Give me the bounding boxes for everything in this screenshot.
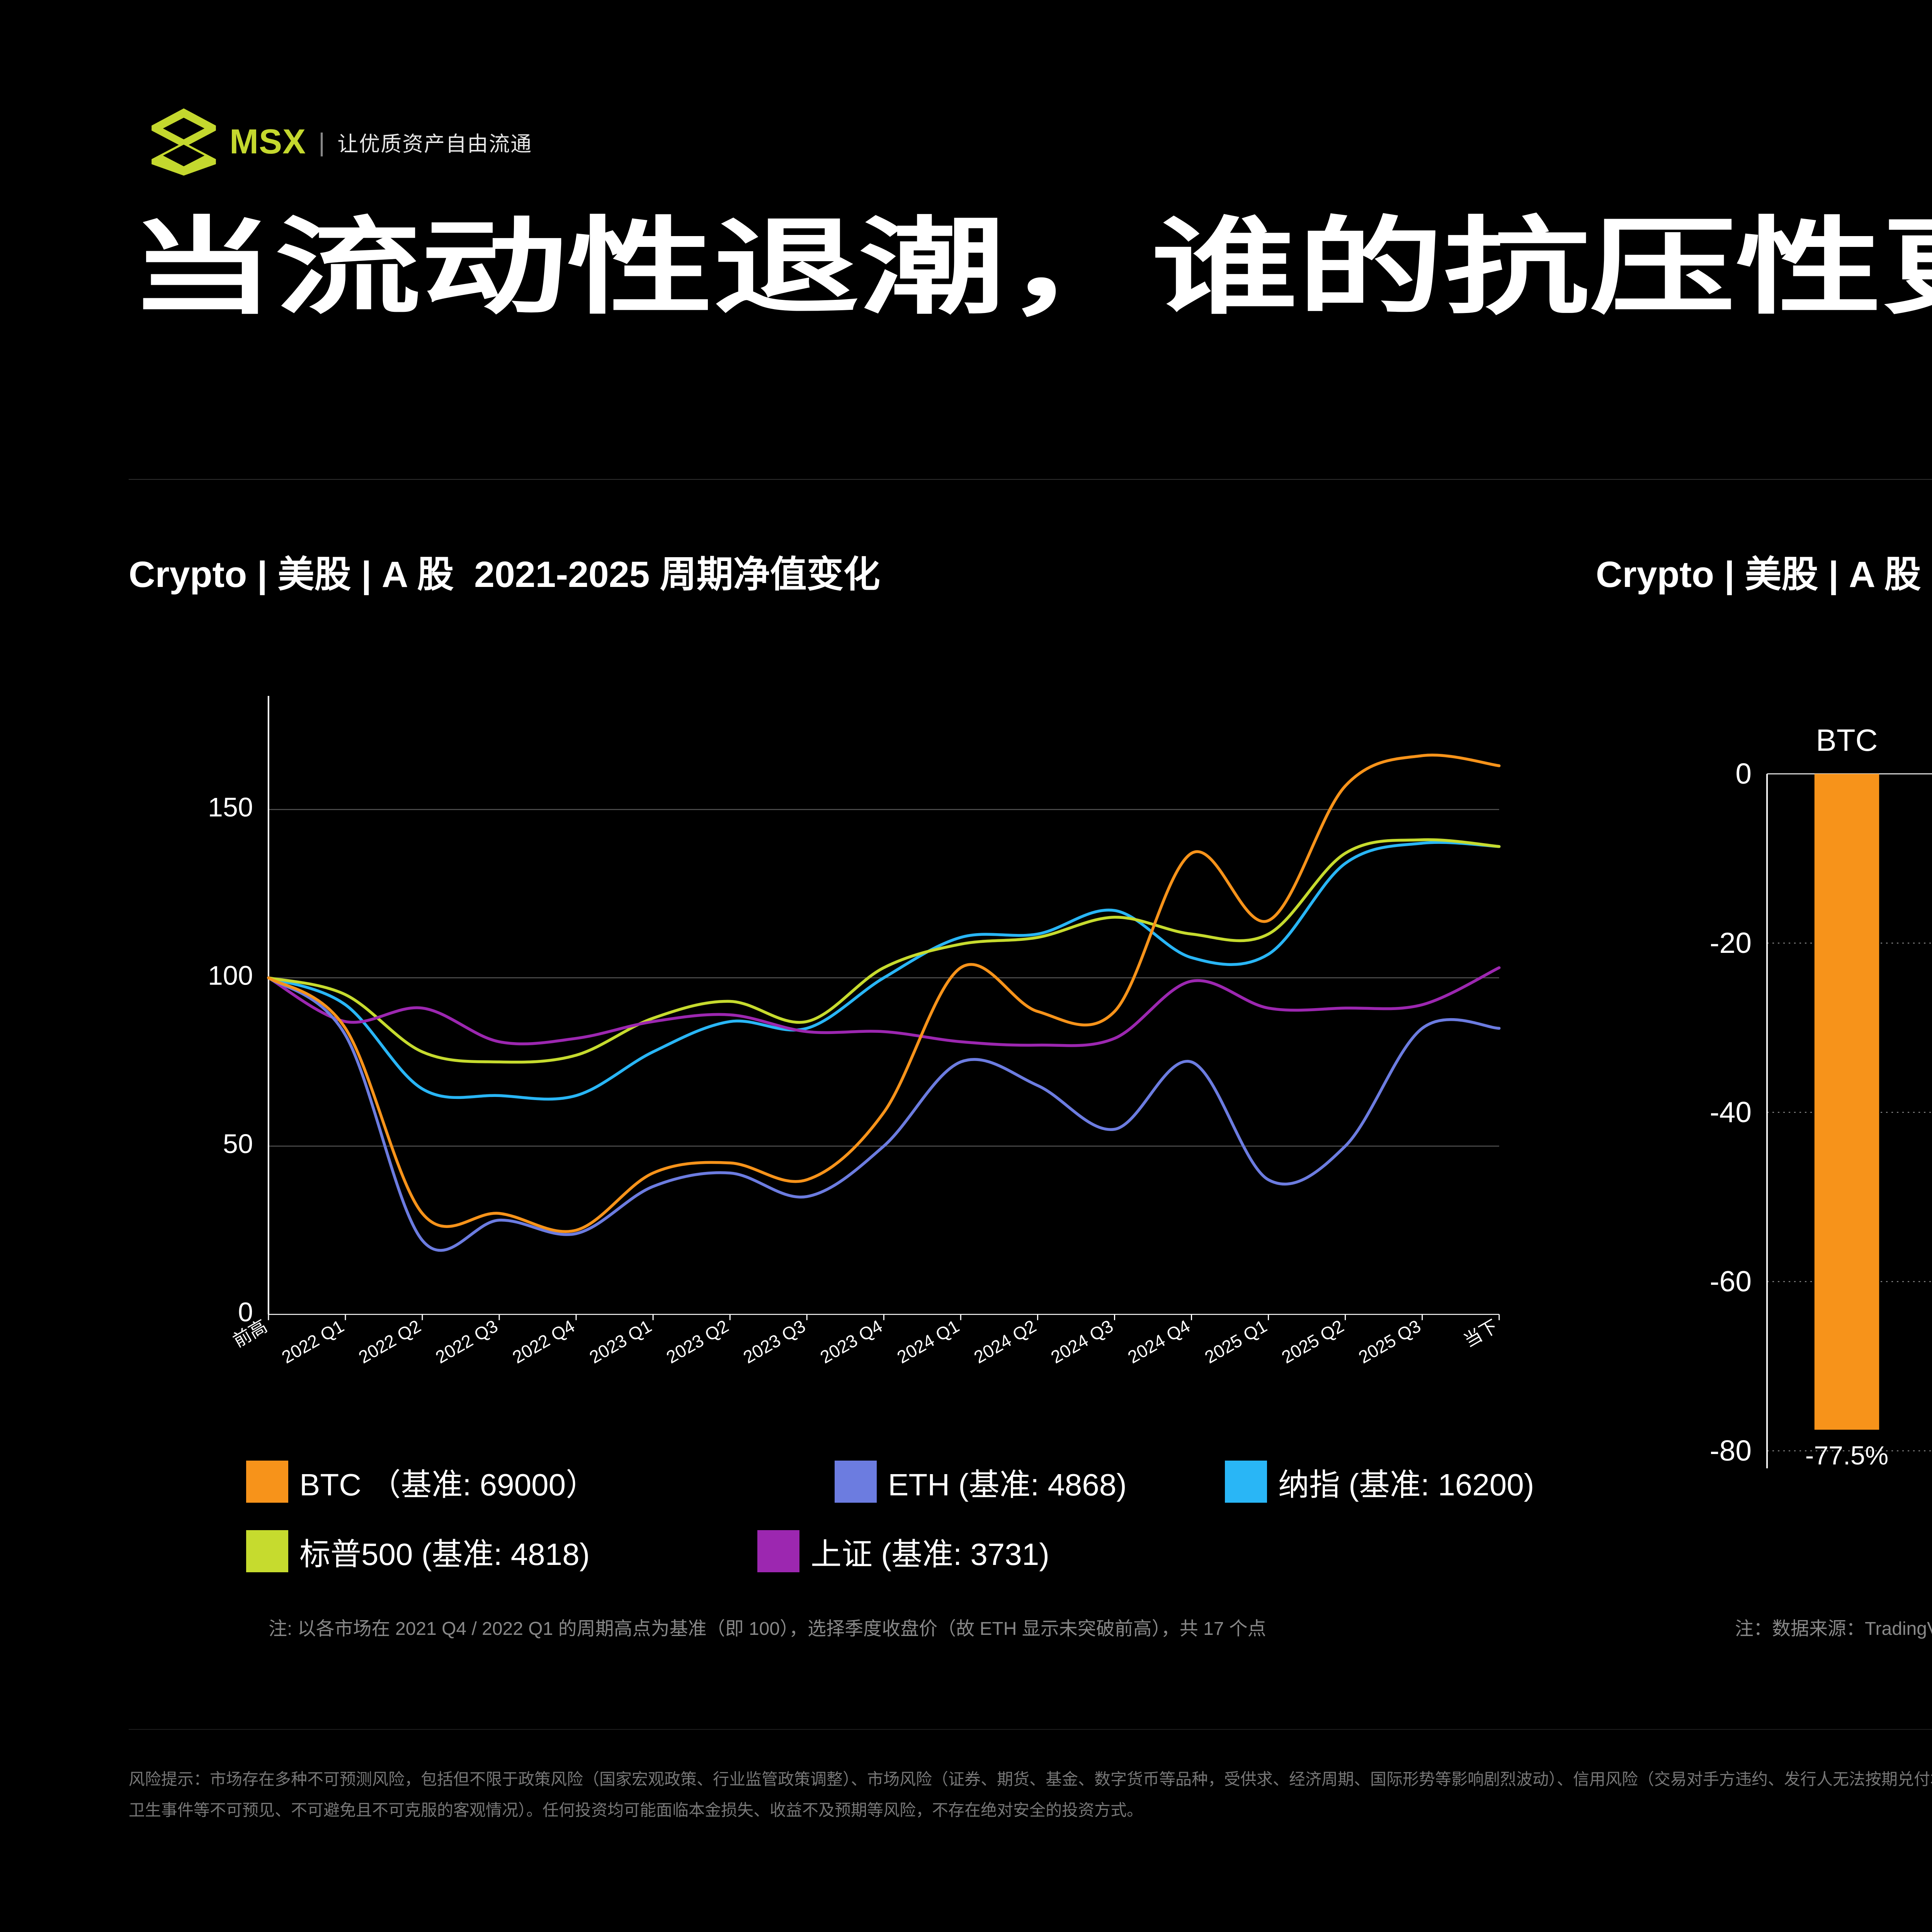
svg-text:2024 Q4: 2024 Q4	[1124, 1316, 1194, 1367]
svg-text:2023 Q4: 2023 Q4	[816, 1316, 886, 1367]
svg-text:2025 Q2: 2025 Q2	[1278, 1316, 1347, 1367]
svg-text:2022 Q3: 2022 Q3	[432, 1316, 501, 1367]
svg-text:2025 Q1: 2025 Q1	[1201, 1316, 1270, 1367]
svg-text:2023 Q3: 2023 Q3	[740, 1316, 809, 1367]
svg-text:-77.5%: -77.5%	[1805, 1441, 1888, 1470]
svg-text:2022 Q1: 2022 Q1	[278, 1316, 347, 1367]
svg-text:2023 Q1: 2023 Q1	[586, 1316, 655, 1367]
svg-text:BTC: BTC	[1816, 723, 1878, 757]
svg-text:0: 0	[1735, 757, 1752, 790]
svg-text:2024 Q3: 2024 Q3	[1048, 1316, 1117, 1367]
svg-text:100: 100	[208, 961, 253, 991]
svg-text:当下: 当下	[1460, 1316, 1501, 1351]
svg-text:2024 Q1: 2024 Q1	[893, 1316, 963, 1367]
svg-text:2024 Q2: 2024 Q2	[971, 1316, 1040, 1367]
svg-text:-20: -20	[1710, 927, 1752, 959]
svg-text:2025 Q3: 2025 Q3	[1355, 1316, 1424, 1367]
svg-text:-80: -80	[1710, 1434, 1752, 1467]
svg-text:2022 Q4: 2022 Q4	[509, 1316, 578, 1367]
svg-text:-40: -40	[1710, 1096, 1752, 1128]
svg-text:2022 Q2: 2022 Q2	[355, 1316, 424, 1367]
svg-text:50: 50	[223, 1129, 253, 1159]
svg-text:-60: -60	[1710, 1265, 1752, 1298]
svg-text:150: 150	[208, 792, 253, 822]
svg-text:2023 Q2: 2023 Q2	[663, 1316, 732, 1367]
